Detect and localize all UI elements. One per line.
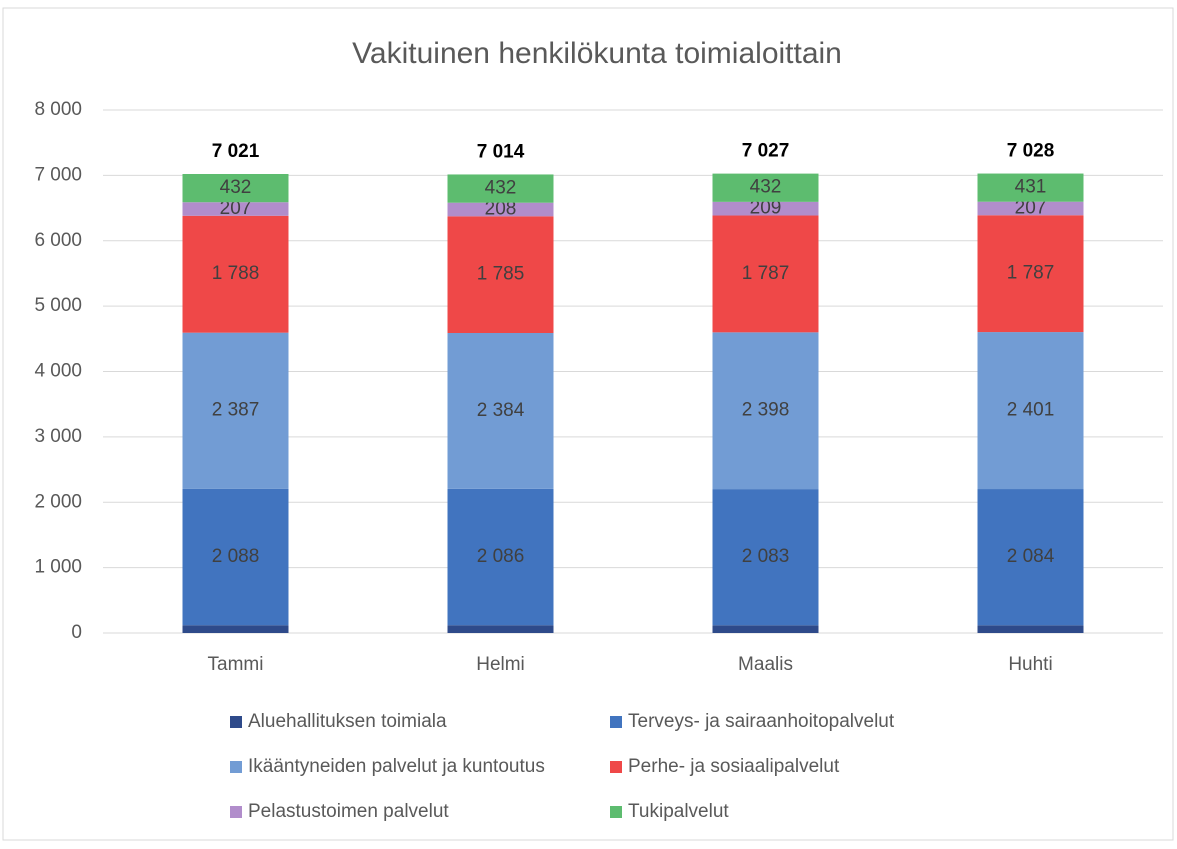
y-tick-label: 1 000 [34, 557, 82, 578]
bar-segment [977, 332, 1084, 490]
y-tick-label: 0 [71, 622, 82, 643]
data-label: 1 787 [1007, 263, 1055, 284]
bar-segment [182, 202, 289, 216]
data-label: 207 [1015, 198, 1047, 219]
bar-segment [182, 215, 289, 333]
legend-marker [610, 761, 622, 773]
data-label: 1 785 [477, 264, 525, 285]
y-tick-label: 5 000 [34, 295, 82, 316]
bar-segment [447, 488, 554, 626]
bar-segment [447, 202, 554, 217]
total-label: 7 014 [477, 141, 525, 162]
x-tick-label: Maalis [738, 654, 793, 675]
bar-segment [712, 489, 819, 626]
legend-marker [230, 716, 242, 728]
legend-label: Terveys- ja sairaanhoitopalvelut [628, 711, 895, 732]
data-label: 208 [485, 199, 517, 220]
data-label: 431 [1015, 177, 1047, 198]
y-tick-label: 8 000 [34, 99, 82, 120]
legend-marker [230, 761, 242, 773]
y-tick-label: 3 000 [34, 426, 82, 447]
total-label: 7 021 [212, 141, 260, 162]
bar-segment [447, 216, 554, 333]
bar-segment [447, 625, 554, 633]
bar-segment [977, 173, 1084, 202]
data-label: 432 [485, 178, 517, 199]
bar-segment [977, 215, 1084, 333]
bar-segment [977, 489, 1084, 626]
bar-segment [182, 332, 289, 489]
data-label: 2 401 [1007, 400, 1055, 421]
bar-segment [712, 625, 819, 633]
bar-segment [712, 201, 819, 216]
bar-segment [182, 488, 289, 626]
data-label: 432 [220, 177, 252, 198]
bar-segment [182, 625, 289, 633]
y-tick-label: 2 000 [34, 491, 82, 512]
bar-segment [712, 173, 819, 202]
legend-label: Pelastustoimen palvelut [248, 801, 449, 822]
x-tick-label: Helmi [476, 654, 525, 675]
legend-label: Aluehallituksen toimiala [248, 711, 447, 732]
data-label: 1 788 [212, 263, 260, 284]
legend-marker [610, 716, 622, 728]
data-label: 2 387 [212, 400, 260, 421]
legend-label: Perhe- ja sosiaalipalvelut [628, 756, 840, 777]
bar-segment [447, 332, 554, 489]
data-label: 2 086 [477, 546, 525, 567]
bar-segment [182, 174, 289, 203]
legend-label: Ikääntyneiden palvelut ja kuntoutus [248, 756, 545, 777]
data-label: 2 088 [212, 546, 260, 567]
total-label: 7 028 [1007, 141, 1055, 162]
data-label: 2 398 [742, 400, 790, 421]
x-tick-label: Tammi [208, 654, 264, 675]
bar-segment [712, 215, 819, 333]
legend-marker [230, 806, 242, 818]
data-label: 207 [220, 198, 252, 219]
total-label: 7 027 [742, 141, 790, 162]
bar-segment [712, 332, 819, 490]
legend-marker [610, 806, 622, 818]
bar-segment [977, 201, 1084, 216]
bar-segment [977, 625, 1084, 633]
data-label: 1 787 [742, 263, 790, 284]
data-label: 2 084 [1007, 546, 1055, 567]
data-label: 432 [750, 177, 782, 198]
data-label: 2 384 [477, 400, 525, 421]
chart-title: Vakituinen henkilökunta toimialoittain [352, 37, 842, 70]
y-tick-label: 7 000 [34, 164, 82, 185]
bar-segment [447, 174, 554, 203]
y-tick-label: 4 000 [34, 361, 82, 382]
data-label: 209 [750, 198, 782, 219]
data-label: 2 083 [742, 546, 790, 567]
y-tick-label: 6 000 [34, 230, 82, 251]
legend-label: Tukipalvelut [628, 801, 729, 822]
x-tick-label: Huhti [1008, 654, 1052, 675]
